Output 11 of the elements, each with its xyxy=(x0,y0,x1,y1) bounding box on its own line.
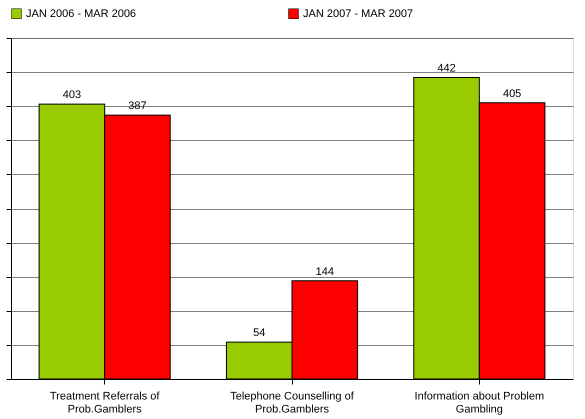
data-label: 387 xyxy=(128,100,147,112)
x-tick-label: Treatment Referrals of Prob.Gamblers xyxy=(50,390,160,416)
data-label: 442 xyxy=(437,62,456,75)
legend-label: JAN 2006 - MAR 2006 xyxy=(26,8,136,20)
data-label: 405 xyxy=(502,88,522,100)
data-label: 144 xyxy=(316,266,334,278)
data-label: 403 xyxy=(62,89,82,102)
legend-label: JAN 2007 - MAR 2007 xyxy=(303,8,414,20)
x-tick-label: Information about Problem Gambling xyxy=(414,390,544,416)
data-label: 54 xyxy=(253,327,266,340)
x-tick-label: Telephone Counselling of Prob.Gamblers xyxy=(230,390,355,416)
